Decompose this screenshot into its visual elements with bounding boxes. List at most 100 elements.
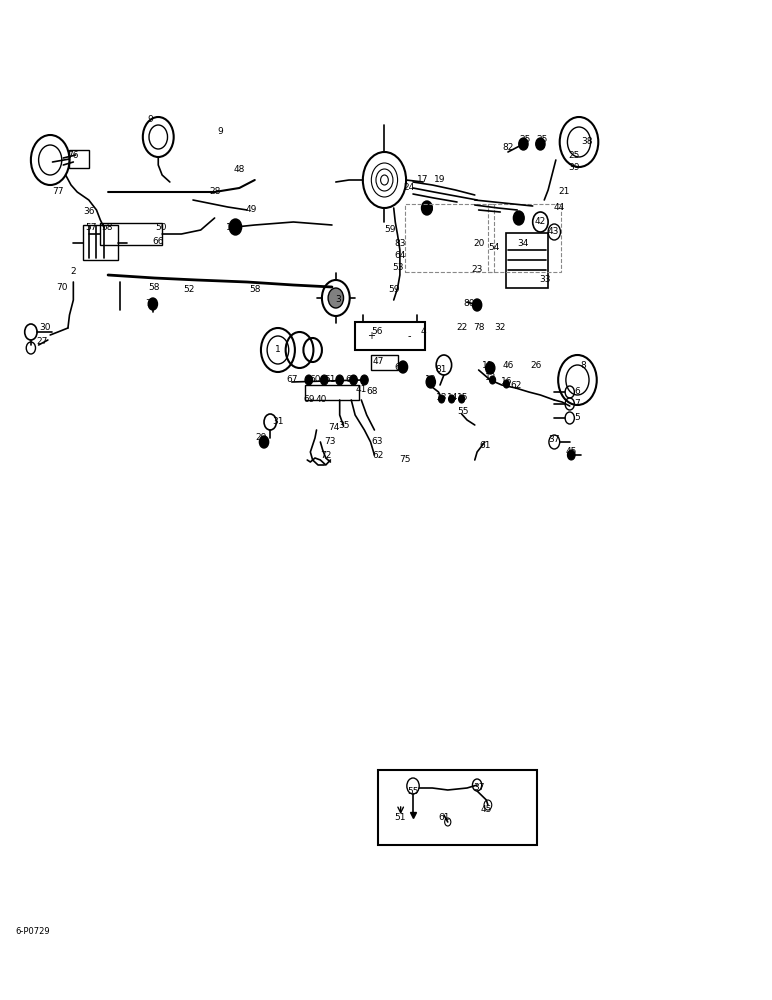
Text: 26: 26 [531, 360, 542, 369]
Circle shape [320, 375, 328, 385]
Text: 79: 79 [423, 206, 434, 215]
Text: 13: 13 [436, 393, 447, 402]
Text: 48: 48 [234, 165, 245, 174]
Bar [305, 385, 359, 400]
Text: 83: 83 [394, 239, 405, 248]
Text: 78: 78 [473, 324, 484, 332]
Text: 49: 49 [245, 206, 256, 215]
Text: 25: 25 [569, 150, 580, 159]
Text: 14: 14 [447, 393, 458, 402]
Text: 1: 1 [275, 346, 281, 355]
Text: 45: 45 [481, 806, 492, 814]
Bar [100, 223, 162, 245]
Text: 4: 4 [420, 328, 426, 336]
Circle shape [350, 375, 357, 385]
Text: 10: 10 [425, 375, 436, 384]
Text: 66: 66 [153, 237, 164, 246]
Circle shape [361, 375, 368, 385]
Text: 58: 58 [249, 286, 260, 294]
Text: 46: 46 [503, 360, 513, 369]
Bar [83, 225, 118, 260]
Text: 59: 59 [384, 226, 395, 234]
Text: 43: 43 [547, 228, 558, 236]
Text: 55: 55 [408, 788, 418, 796]
Text: 54: 54 [489, 243, 499, 252]
Circle shape [486, 362, 495, 374]
Text: 42: 42 [535, 218, 546, 227]
Circle shape [472, 299, 482, 311]
Text: 9: 9 [217, 127, 223, 136]
Text: 58: 58 [149, 284, 160, 292]
Text: 9: 9 [147, 115, 154, 124]
Text: 25: 25 [537, 135, 547, 144]
Text: 47: 47 [373, 358, 384, 366]
Circle shape [398, 361, 408, 373]
Text: +: + [367, 331, 374, 341]
Text: 36: 36 [83, 208, 94, 217]
Text: 74: 74 [328, 424, 339, 432]
Circle shape [259, 436, 269, 448]
Text: 18: 18 [226, 224, 237, 232]
Text: 60: 60 [310, 375, 320, 384]
Text: 82: 82 [503, 143, 513, 152]
Text: 27: 27 [37, 338, 48, 347]
Text: 12: 12 [486, 373, 496, 382]
Text: -: - [408, 331, 411, 341]
Text: 62: 62 [510, 381, 521, 390]
Text: 37: 37 [549, 436, 560, 444]
Text: 62: 62 [373, 450, 384, 460]
Text: 67: 67 [286, 375, 297, 384]
Text: 77: 77 [52, 188, 63, 196]
Bar [69, 150, 89, 168]
Text: 69: 69 [303, 395, 314, 404]
Text: 24: 24 [404, 184, 415, 192]
Text: 61: 61 [438, 814, 449, 822]
Text: 17: 17 [418, 176, 428, 184]
Text: 70: 70 [56, 284, 67, 292]
Text: 23: 23 [472, 265, 482, 274]
Bar [355, 322, 425, 350]
Text: 51: 51 [394, 814, 405, 822]
Text: 73: 73 [325, 438, 336, 446]
Text: 35: 35 [338, 422, 349, 430]
Text: 8: 8 [580, 360, 586, 369]
Text: 63: 63 [346, 375, 357, 384]
Text: 50: 50 [155, 224, 166, 232]
Text: 55: 55 [458, 408, 469, 416]
Text: 19: 19 [435, 176, 445, 184]
Text: 71: 71 [145, 300, 156, 308]
Text: 44: 44 [554, 204, 564, 213]
Text: 28: 28 [209, 188, 220, 196]
Text: 51: 51 [325, 375, 336, 384]
Text: 25: 25 [520, 135, 530, 144]
Text: 68: 68 [367, 387, 378, 396]
Text: 22: 22 [456, 324, 467, 332]
Circle shape [503, 380, 510, 388]
Bar [488, 204, 561, 272]
Text: 64: 64 [394, 251, 405, 260]
Text: 59: 59 [388, 286, 399, 294]
Circle shape [305, 375, 313, 385]
Text: 45: 45 [566, 448, 577, 456]
Circle shape [438, 395, 445, 403]
Circle shape [459, 395, 465, 403]
Text: 63: 63 [371, 438, 382, 446]
Circle shape [567, 450, 575, 460]
Bar [506, 233, 548, 288]
Text: 40: 40 [316, 395, 327, 404]
Text: 7: 7 [574, 399, 581, 408]
Bar [378, 770, 537, 845]
Text: 39: 39 [569, 163, 580, 172]
Text: 5: 5 [574, 414, 581, 422]
Text: 34: 34 [518, 239, 529, 248]
Text: 6: 6 [574, 387, 581, 396]
Text: 56: 56 [371, 328, 382, 336]
Text: 33: 33 [540, 275, 550, 284]
Circle shape [328, 288, 344, 308]
Circle shape [519, 138, 528, 150]
Circle shape [449, 395, 455, 403]
Text: 81: 81 [436, 365, 447, 374]
Text: 16: 16 [501, 377, 512, 386]
Text: 62: 62 [394, 363, 405, 372]
Text: 2: 2 [70, 267, 76, 276]
